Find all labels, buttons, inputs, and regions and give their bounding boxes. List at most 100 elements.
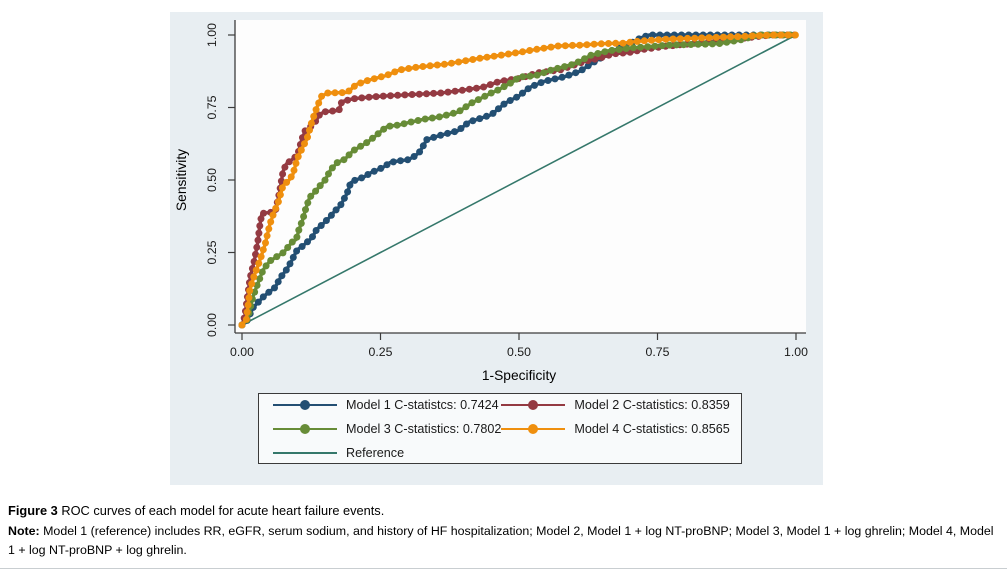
marker-dot xyxy=(400,120,408,128)
marker-dot xyxy=(263,232,271,240)
marker-dot xyxy=(315,111,323,119)
marker-dot xyxy=(257,215,265,223)
marker-dot xyxy=(684,34,691,42)
marker-dot xyxy=(345,87,353,95)
marker-dot xyxy=(705,34,713,42)
marker-dot xyxy=(694,40,702,48)
marker-dot xyxy=(285,158,293,166)
marker-dot xyxy=(253,281,261,289)
marker-dot xyxy=(256,222,264,230)
marker-dot xyxy=(506,79,514,87)
marker-dot xyxy=(741,32,749,40)
marker-dot xyxy=(716,40,724,47)
marker-dot xyxy=(526,72,534,80)
marker-dot xyxy=(312,106,320,114)
marker-dot xyxy=(419,63,427,70)
marker-dot xyxy=(321,108,329,116)
marker-dot xyxy=(426,62,434,70)
marker-dot xyxy=(333,159,341,167)
marker-dot xyxy=(271,284,278,292)
marker-dot xyxy=(300,213,308,220)
marker-dot xyxy=(490,52,498,60)
marker-dot xyxy=(590,40,598,48)
bottom-divider xyxy=(0,568,1007,569)
marker-dot xyxy=(338,89,346,97)
marker-dot xyxy=(457,125,465,132)
x-tick-label: 0.75 xyxy=(646,345,670,359)
marker-dot xyxy=(370,75,378,83)
marker-dot xyxy=(601,48,609,56)
marker-dot xyxy=(540,69,548,77)
marker-dot xyxy=(531,81,538,89)
marker-dot xyxy=(254,236,262,244)
marker-dot xyxy=(500,77,508,85)
legend-line-icon xyxy=(273,399,337,410)
marker-dot xyxy=(351,95,359,103)
legend-box: Model 1 C-statistcs: 0.7424 Model 2 C-sta… xyxy=(258,393,742,464)
legend-label: Model 1 C-statistcs: 0.7424 xyxy=(346,397,499,412)
marker-dot xyxy=(474,96,482,104)
marker-dot xyxy=(526,47,534,54)
marker-dot xyxy=(384,71,392,79)
marker-dot xyxy=(256,275,264,283)
marker-dot xyxy=(561,63,569,71)
marker-dot xyxy=(246,287,254,295)
marker-dot xyxy=(265,288,273,296)
marker-dot xyxy=(394,91,402,99)
marker-dot xyxy=(476,54,484,62)
marker-dot xyxy=(405,65,413,72)
marker-dot xyxy=(673,41,680,49)
marker-dot xyxy=(307,192,315,200)
marker-dot xyxy=(363,139,371,147)
x-tick-label: 1.00 xyxy=(784,345,808,359)
marker-dot xyxy=(651,42,659,50)
legend-item-model-2: Model 2 C-statistics: 0.8359 xyxy=(501,395,730,415)
marker-dot xyxy=(290,166,298,174)
marker-dot xyxy=(476,115,484,123)
marker-dot xyxy=(763,31,771,39)
marker-dot xyxy=(428,114,436,122)
marker-dot xyxy=(391,68,399,76)
marker-dot xyxy=(317,222,325,229)
legend-label: Model 2 C-statistics: 0.8359 xyxy=(574,397,730,412)
marker-dot xyxy=(262,262,270,270)
marker-dot xyxy=(622,45,630,52)
marker-dot xyxy=(259,293,267,301)
marker-dot xyxy=(581,55,589,63)
marker-dot xyxy=(283,178,291,186)
marker-dot xyxy=(408,91,416,98)
y-tick-label: 1.00 xyxy=(205,23,219,47)
legend-label: Model 3 C-statistics: 0.7802 xyxy=(346,421,502,436)
marker-dot xyxy=(648,36,655,44)
marker-dot xyxy=(448,59,455,67)
marker-dot xyxy=(278,272,286,280)
marker-dot xyxy=(364,171,372,178)
legend-circle-marker-icon xyxy=(300,399,310,410)
marker-dot xyxy=(279,170,287,178)
marker-dot xyxy=(463,120,470,128)
marker-dot xyxy=(644,43,652,51)
marker-dot xyxy=(273,253,281,261)
marker-dot xyxy=(393,121,401,129)
marker-dot xyxy=(605,40,612,47)
marker-dot xyxy=(387,92,394,100)
marker-dot xyxy=(687,41,695,48)
marker-dot xyxy=(608,46,616,54)
marker-dot xyxy=(346,181,354,189)
marker-dot xyxy=(691,34,699,42)
marker-dot xyxy=(325,170,332,178)
marker-dot xyxy=(267,257,275,264)
marker-dot xyxy=(404,156,412,164)
marker-dot xyxy=(294,153,302,161)
marker-dot xyxy=(421,115,429,123)
marker-dot xyxy=(309,233,316,241)
legend-label: Model 4 C-statistics: 0.8565 xyxy=(574,421,730,436)
marker-dot xyxy=(351,176,359,184)
marker-dot xyxy=(462,103,470,111)
marker-dot xyxy=(500,83,508,91)
marker-dot xyxy=(244,301,252,309)
plot-area xyxy=(235,20,806,333)
marker-dot xyxy=(791,31,799,39)
figure-note-label: Note: xyxy=(8,524,40,538)
